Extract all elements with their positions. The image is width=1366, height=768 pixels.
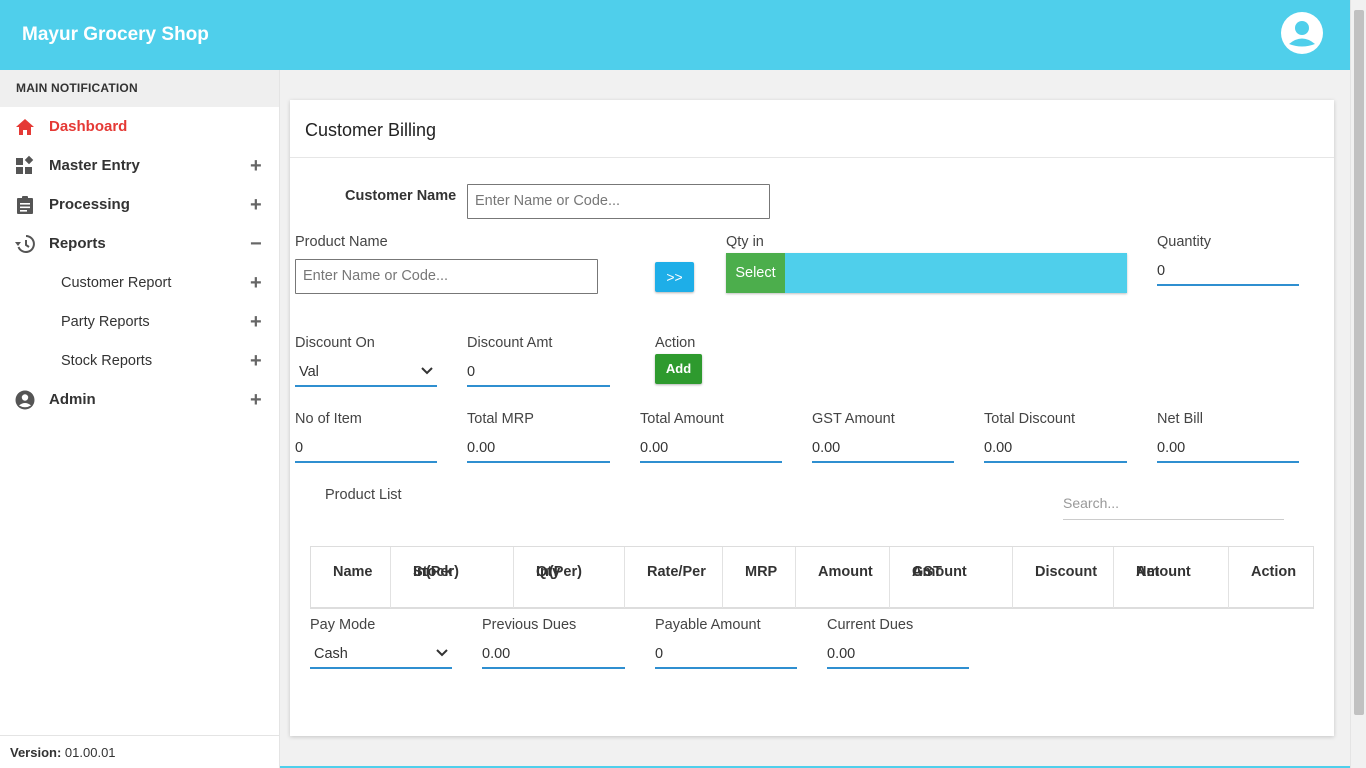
sidebar-item-master-entry[interactable]: Master Entry + bbox=[0, 146, 279, 185]
chevron-down-icon bbox=[436, 649, 448, 657]
column-header-action[interactable]: Action bbox=[1251, 564, 1297, 580]
product-list-title: Product List bbox=[325, 487, 402, 503]
sidebar-item-label: Dashboard bbox=[49, 118, 128, 135]
total-mrp-field[interactable]: 0.00 bbox=[467, 431, 610, 463]
pay-mode-value: Cash bbox=[314, 646, 348, 662]
column-header-mrp[interactable]: MRP bbox=[723, 547, 796, 608]
page-title: Customer Billing bbox=[305, 120, 437, 140]
qty-in-label: Qty in bbox=[726, 234, 764, 250]
current-dues-label: Current Dues bbox=[827, 617, 914, 633]
total-amount-field[interactable]: 0.00 bbox=[640, 431, 782, 463]
qty-in-select-button[interactable]: Select bbox=[726, 253, 785, 293]
sidebar: MAIN NOTIFICATION Dashboard Master Entry… bbox=[0, 70, 280, 768]
quantity-input[interactable]: 0 bbox=[1157, 254, 1299, 286]
customer-name-label: Customer Name bbox=[345, 188, 457, 204]
add-button[interactable]: Add bbox=[655, 354, 702, 384]
column-header-qty[interactable]: Qty In(Per) bbox=[514, 547, 625, 608]
discount-amt-label: Discount Amt bbox=[467, 335, 553, 351]
sidebar-section-title: MAIN NOTIFICATION bbox=[0, 70, 279, 107]
sidebar-item-label: Reports bbox=[49, 235, 106, 252]
sidebar-subitem-customer-report[interactable]: Customer Report + bbox=[0, 263, 279, 302]
gst-amount-label: GST Amount bbox=[812, 411, 895, 427]
expand-plus-icon[interactable]: + bbox=[250, 349, 262, 372]
action-label: Action bbox=[655, 335, 696, 351]
discount-amt-input[interactable]: 0 bbox=[467, 355, 610, 387]
brand-title[interactable]: Mayur Grocery Shop bbox=[22, 24, 209, 45]
discount-on-label: Discount On bbox=[295, 335, 375, 351]
page-scrollbar[interactable] bbox=[1350, 0, 1366, 768]
payable-amount-field[interactable]: 0 bbox=[655, 637, 797, 669]
sidebar-item-dashboard[interactable]: Dashboard bbox=[0, 107, 279, 146]
sidebar-item-admin[interactable]: Admin + bbox=[0, 380, 279, 419]
top-bar: Mayur Grocery Shop bbox=[0, 0, 1350, 70]
sidebar-subitem-label: Customer Report bbox=[61, 274, 172, 291]
column-header-rate[interactable]: Rate/Per bbox=[625, 547, 723, 608]
product-name-input[interactable]: Enter Name or Code... bbox=[295, 259, 598, 294]
user-avatar-icon[interactable] bbox=[1280, 11, 1324, 55]
title-divider bbox=[290, 157, 1334, 158]
qty-in-selector[interactable]: Select bbox=[726, 253, 1127, 293]
net-bill-label: Net Bill bbox=[1157, 411, 1203, 427]
sidebar-item-label: Admin bbox=[49, 391, 96, 408]
current-dues-field[interactable]: 0.00 bbox=[827, 637, 969, 669]
home-icon bbox=[16, 119, 34, 135]
history-icon bbox=[15, 235, 35, 253]
sidebar-item-reports[interactable]: Reports − bbox=[0, 224, 279, 263]
sidebar-subitem-label: Stock Reports bbox=[61, 352, 153, 369]
product-table: Name Stock In(Per) Qty In(Per) Rate/Per MR… bbox=[310, 546, 1314, 609]
clipboard-icon bbox=[17, 196, 33, 214]
column-header-stock[interactable]: Stock In(Per) bbox=[391, 547, 514, 608]
column-header-gst-amount[interactable]: GST Amount bbox=[890, 547, 1013, 608]
pay-mode-label: Pay Mode bbox=[310, 617, 376, 633]
sidebar-item-label: Processing bbox=[49, 196, 130, 213]
total-discount-field[interactable]: 0.00 bbox=[984, 431, 1127, 463]
sidebar-subitem-label: Party Reports bbox=[61, 313, 150, 330]
no-of-item-label: No of Item bbox=[295, 411, 362, 427]
total-mrp-label: Total MRP bbox=[467, 411, 534, 427]
add-product-arrow-button[interactable]: >> bbox=[655, 262, 694, 292]
version-info: Version: 01.00.01 bbox=[0, 735, 280, 768]
expand-plus-icon[interactable]: + bbox=[250, 310, 262, 333]
discount-on-select[interactable]: Val bbox=[295, 355, 437, 387]
sidebar-subitem-stock-reports[interactable]: Stock Reports + bbox=[0, 341, 279, 380]
expand-plus-icon[interactable]: + bbox=[250, 193, 262, 216]
sidebar-item-label: Master Entry bbox=[49, 157, 140, 174]
dashboard-widgets-icon bbox=[16, 155, 34, 174]
expand-plus-icon[interactable]: + bbox=[250, 154, 262, 177]
product-name-label: Product Name bbox=[295, 234, 388, 250]
version-label: Version: bbox=[10, 745, 62, 760]
quantity-label: Quantity bbox=[1157, 234, 1211, 250]
scrollbar-thumb[interactable] bbox=[1354, 10, 1364, 715]
footer-accent-line bbox=[280, 766, 1350, 768]
expand-plus-icon[interactable]: + bbox=[250, 388, 262, 411]
column-header-name[interactable]: Name bbox=[311, 547, 391, 608]
expand-plus-icon[interactable]: + bbox=[250, 271, 262, 294]
column-header-amount[interactable]: Amount bbox=[796, 547, 890, 608]
account-circle-icon bbox=[15, 390, 35, 410]
previous-dues-field[interactable]: 0.00 bbox=[482, 637, 625, 669]
net-bill-field[interactable]: 0.00 bbox=[1157, 431, 1299, 463]
no-of-item-field[interactable]: 0 bbox=[295, 431, 437, 463]
sidebar-item-processing[interactable]: Processing + bbox=[0, 185, 279, 224]
payable-amount-label: Payable Amount bbox=[655, 617, 761, 633]
chevron-down-icon bbox=[421, 367, 433, 375]
total-discount-label: Total Discount bbox=[984, 411, 1076, 427]
collapse-minus-icon[interactable]: − bbox=[250, 232, 262, 255]
column-header-discount[interactable]: Discount bbox=[1013, 547, 1114, 608]
customer-billing-card: Customer Billing bbox=[290, 100, 1334, 736]
version-value: 01.00.01 bbox=[64, 745, 116, 760]
total-amount-label: Total Amount bbox=[640, 411, 724, 427]
sidebar-subitem-party-reports[interactable]: Party Reports + bbox=[0, 302, 279, 341]
discount-on-value: Val bbox=[299, 364, 319, 380]
column-header-net-amount[interactable]: Net Amount bbox=[1114, 547, 1229, 608]
previous-dues-label: Previous Dues bbox=[482, 617, 577, 633]
product-search-input[interactable]: Search... bbox=[1063, 490, 1284, 520]
customer-name-input[interactable]: Enter Name or Code... bbox=[467, 184, 770, 219]
pay-mode-select[interactable]: Cash bbox=[310, 637, 452, 669]
gst-amount-field[interactable]: 0.00 bbox=[812, 431, 954, 463]
